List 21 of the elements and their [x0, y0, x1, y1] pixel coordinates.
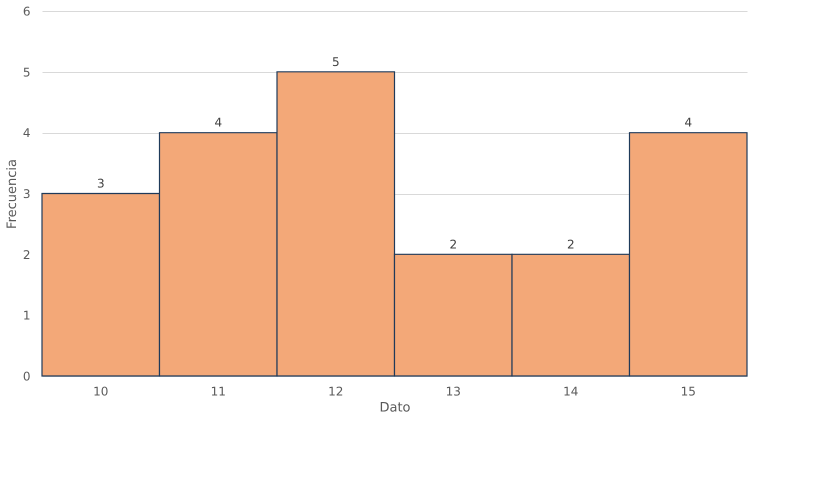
- x-axis-title: Dato: [379, 400, 411, 416]
- data-label: 5: [332, 54, 340, 69]
- y-tick-label: 0: [22, 370, 30, 384]
- x-tick-label: 12: [328, 384, 344, 398]
- y-tick-label: 1: [22, 308, 30, 323]
- data-label: 2: [566, 237, 575, 252]
- data-label: 2: [449, 237, 458, 252]
- y-axis-title: Frecuencia: [4, 159, 20, 229]
- data-label: 3: [96, 176, 105, 190]
- data-label: 4: [214, 116, 222, 130]
- x-tick-label: 11: [210, 384, 226, 398]
- data-label: 4: [684, 116, 692, 130]
- y-tick-label: 5: [22, 65, 30, 80]
- y-tick-label: 6: [22, 4, 30, 18]
- y-tick-label: 2: [22, 248, 30, 262]
- x-tick-label: 10: [93, 384, 108, 398]
- x-tick-label: 14: [563, 384, 578, 398]
- x-tick-label: 13: [446, 384, 461, 398]
- y-tick-label: 4: [22, 126, 30, 140]
- y-tick-label: 3: [22, 187, 30, 201]
- x-tick-label: 15: [680, 384, 696, 398]
